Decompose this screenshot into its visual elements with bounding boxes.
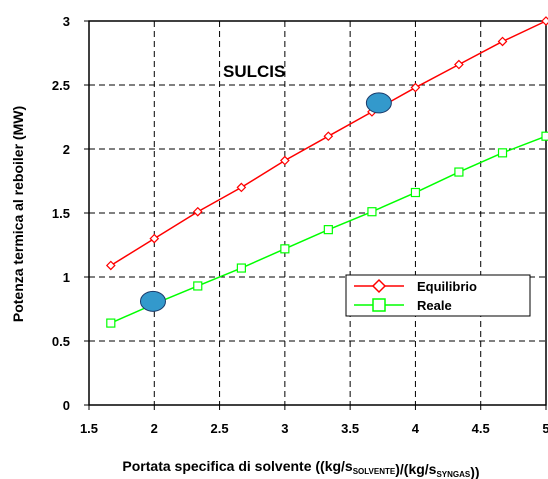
data-point [280,244,290,254]
y-tick-label: 1 [63,270,70,285]
data-point [192,206,203,217]
highlight-marker [139,290,166,312]
grid [89,21,546,405]
data-point [149,233,160,244]
legend-marker-reale [372,298,386,312]
x-tick-label: 4.5 [472,421,490,436]
data-point [193,281,203,291]
x-tick-label: 1.5 [80,421,98,436]
x-axis-label: Portata specifica di solvente ((kg/sSOLV… [122,458,479,479]
data-point [541,131,548,141]
data-point [410,187,421,198]
y-tick-label: 2 [63,142,70,157]
legend: Equilibrio Reale [345,274,531,317]
series-reale [106,131,548,328]
data-point [323,225,333,235]
legend-label-equilibrio: Equilibrio [417,279,477,294]
y-tick-label: 0 [63,398,70,413]
y-tick-label: 0.5 [52,334,70,349]
data-point [105,260,116,271]
legend-label-reale: Reale [417,298,452,313]
x-tick-label: 5 [542,421,548,436]
x-tick-label: 4 [412,421,420,436]
data-point [410,82,421,93]
y-tick-label: 2.5 [52,78,70,93]
highlights [139,92,392,312]
y-tick-label: 3 [63,14,70,29]
x-tick-label: 3 [281,421,288,436]
chart-title: SULCIS [223,62,285,81]
legend-marker-equilibrio [371,278,387,294]
data-point [236,182,247,193]
data-point [236,263,246,273]
data-point [454,167,464,177]
data-point [367,207,377,217]
y-axis-label: Potenza termica al reboiler (MW) [10,106,26,322]
data-point [454,59,464,70]
data-point [280,155,290,166]
plot-area [88,20,547,406]
data-point [497,148,508,158]
highlight-marker [365,92,392,114]
x-tick-label: 2.5 [211,421,229,436]
series-equilibrio [105,16,548,271]
x-axis-ticks: 1.5 2 2.5 3 3.5 4 4.5 5 [80,405,548,436]
series [105,16,548,328]
data-point [541,16,548,26]
data-point [323,131,334,142]
data-point [106,318,116,328]
y-axis-ticks: 0 0.5 1 1.5 2 2.5 3 [52,14,89,413]
data-point [497,36,508,47]
y-tick-label: 1.5 [52,206,70,221]
x-tick-label: 3.5 [341,421,359,436]
x-tick-label: 2 [151,421,158,436]
